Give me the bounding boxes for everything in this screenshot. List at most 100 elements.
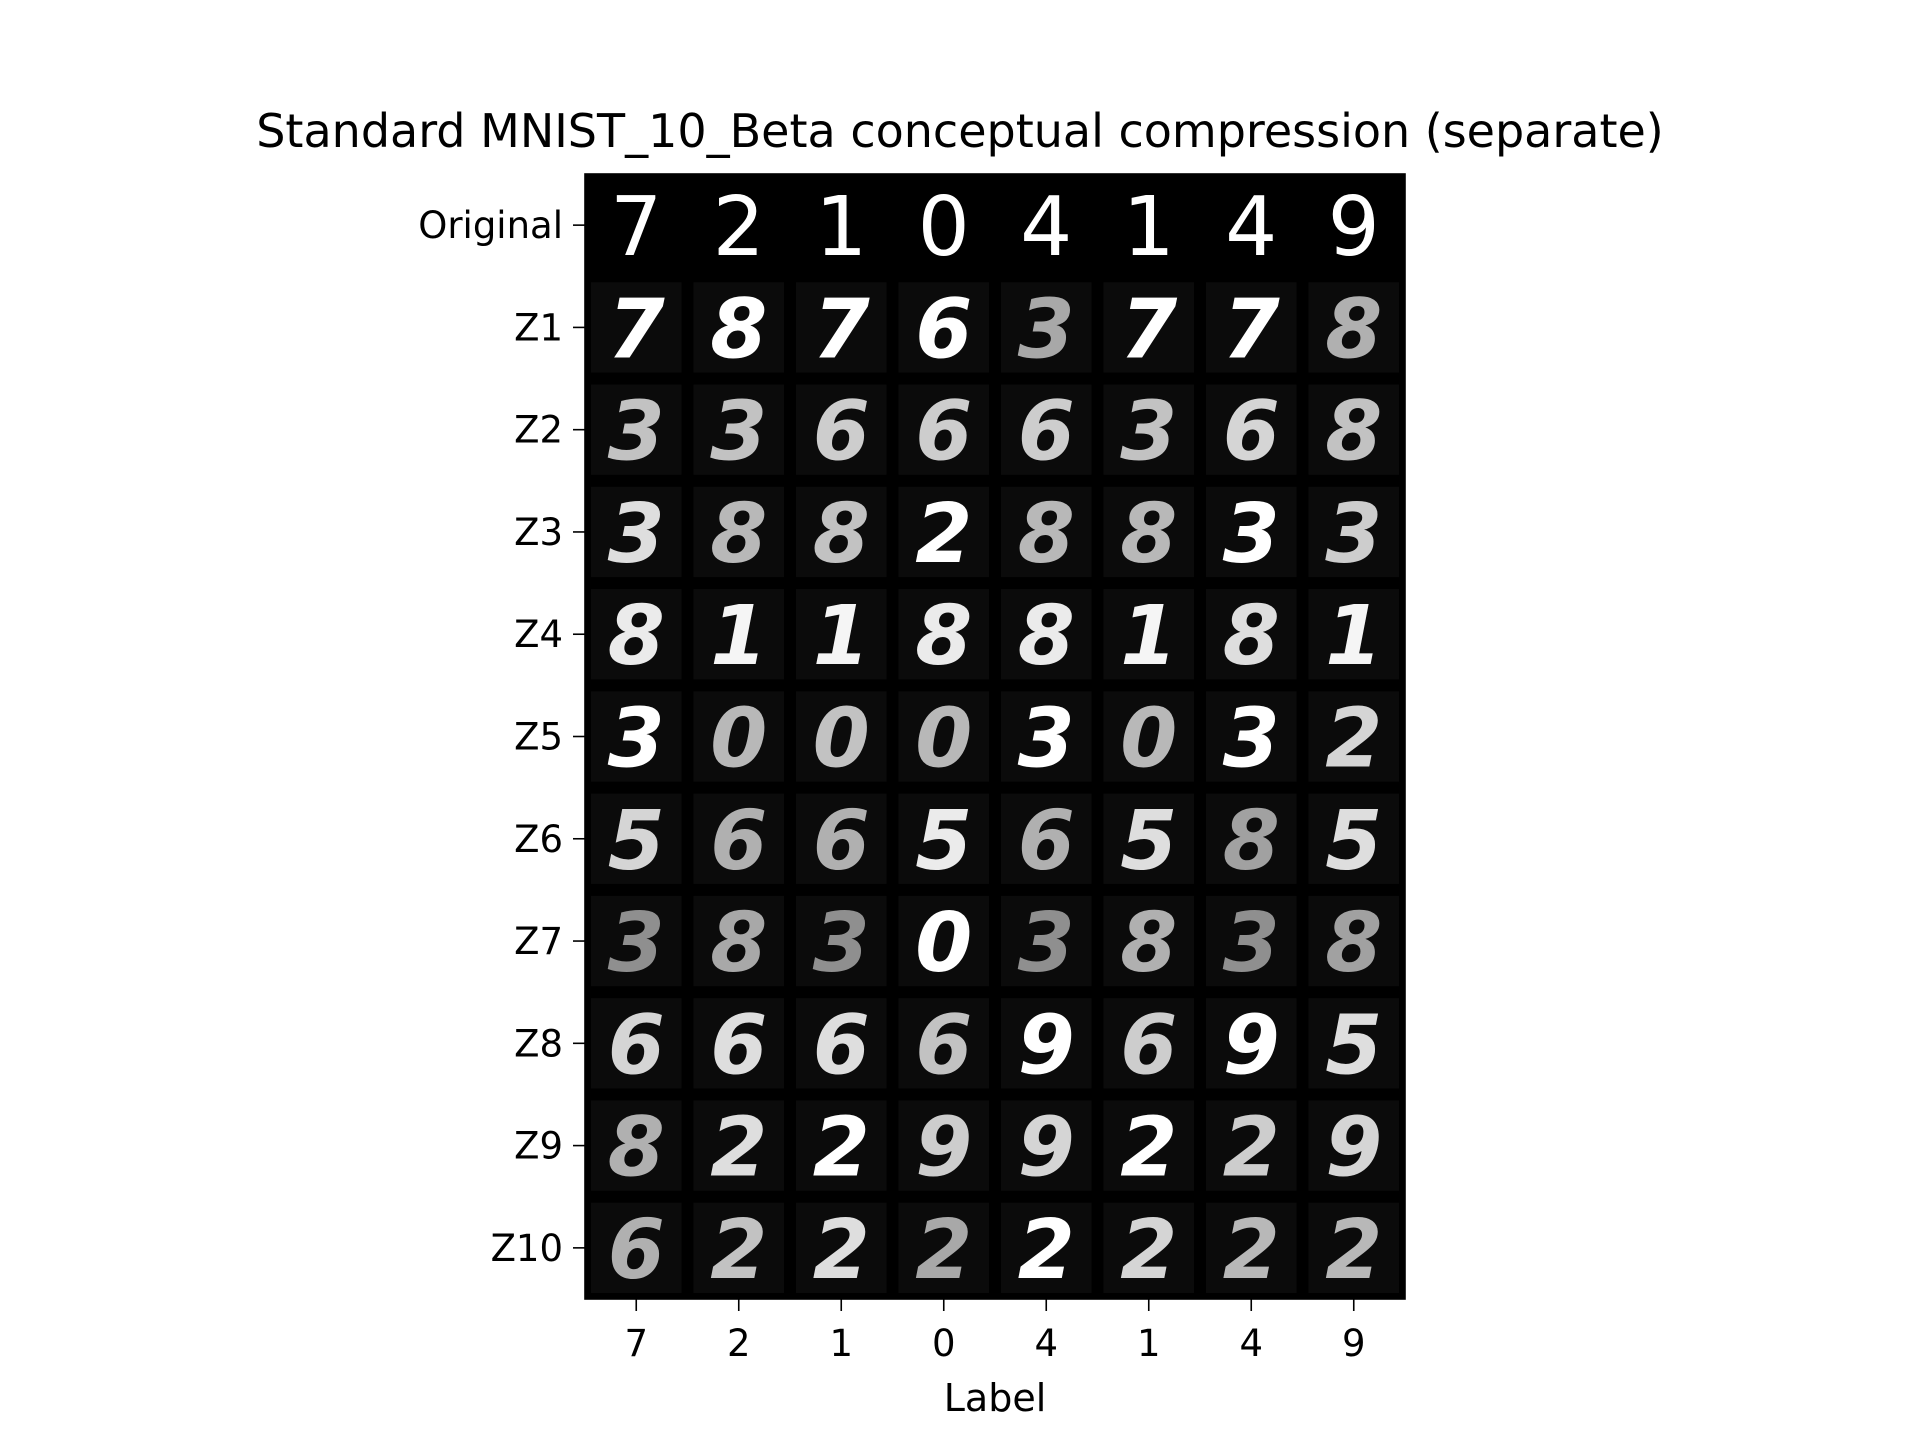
digit-image-cell: 4: [1225, 180, 1277, 275]
cell-background: [1001, 895, 1092, 987]
digit-image-cell: 2: [1001, 1202, 1092, 1298]
digit-image-cell: 5: [1308, 998, 1399, 1093]
cell-background: [898, 486, 989, 578]
digit-glyph: 8: [1325, 282, 1382, 377]
cell-background: [693, 895, 784, 987]
digit-image-cell: 1: [1308, 589, 1399, 684]
cell-background: [591, 1100, 682, 1191]
digit-glyph: 0: [915, 896, 972, 991]
digit-glyph: 3: [710, 385, 767, 480]
digit-glyph: 6: [1120, 998, 1177, 1093]
digit-image-cell: 7: [1103, 282, 1194, 377]
cell-background: [898, 282, 989, 373]
digit-glyph: 7: [1120, 282, 1177, 377]
cell-background: [693, 1202, 784, 1293]
cell-background: [693, 998, 784, 1089]
digit-image-cell: 8: [1308, 384, 1399, 480]
digit-image-cell: 9: [1001, 998, 1092, 1093]
digit-glyph: 1: [710, 589, 767, 684]
cell-background: [796, 589, 887, 680]
digit-glyph: 8: [1223, 794, 1280, 889]
cell-background: [796, 1100, 887, 1191]
cell-background: [1001, 1202, 1092, 1293]
digit-glyph: 8: [1018, 487, 1075, 582]
y-tick-label: Z8: [514, 1022, 563, 1065]
digit-image-cell: 6: [1001, 793, 1092, 889]
digit-glyph: 6: [1018, 385, 1075, 480]
digit-image-cell: 3: [693, 384, 784, 480]
digit-glyph: 6: [813, 998, 870, 1093]
digit-glyph: 2: [813, 1101, 870, 1196]
cell-background: [1001, 793, 1092, 884]
digit-glyph: 2: [1120, 1101, 1177, 1196]
cell-background: [898, 589, 989, 680]
digit-glyph: 8: [608, 1101, 665, 1196]
digit-glyph: 9: [1018, 1101, 1075, 1196]
digit-glyph: 1: [1325, 589, 1382, 684]
digit-glyph: 8: [608, 589, 665, 684]
digit-glyph: 0: [710, 692, 767, 787]
digit-glyph: 6: [915, 282, 972, 377]
cell-background: [796, 691, 887, 782]
digit-glyph: 9: [1328, 180, 1380, 275]
digit-glyph: 3: [1120, 385, 1177, 480]
digit-glyph: 0: [1120, 692, 1177, 787]
cell-background: [1103, 589, 1194, 680]
digit-image-cell: 6: [1206, 384, 1297, 480]
cell-background: [898, 998, 989, 1089]
digit-image-cell: 2: [693, 1100, 784, 1196]
cell-background: [1308, 282, 1399, 373]
digit-glyph: 2: [1120, 1203, 1177, 1298]
cell-background: [796, 384, 887, 475]
digit-glyph: 3: [608, 385, 665, 480]
digit-image-cell: 3: [591, 895, 682, 991]
cell-background: [1206, 384, 1297, 475]
cell-background: [796, 282, 887, 373]
digit-image-cell: 8: [1001, 486, 1092, 582]
cell-background: [693, 282, 784, 373]
digit-image-cell: 3: [591, 691, 682, 787]
cell-background: [693, 1100, 784, 1191]
cell-background: [1308, 691, 1399, 782]
digit-image-cell: 7: [796, 282, 887, 377]
digit-image-cell: 1: [815, 180, 867, 275]
digit-glyph: 3: [608, 692, 665, 787]
digit-glyph: 6: [915, 385, 972, 480]
cell-background: [1206, 793, 1297, 884]
digit-image-cell: 4: [1020, 180, 1072, 275]
digit-image-cell: 0: [1103, 691, 1194, 787]
digit-image-cell: 8: [898, 589, 989, 684]
cell-background: [1001, 1100, 1092, 1191]
cell-background: [898, 1100, 989, 1191]
digit-image-cell: 9: [1328, 180, 1380, 275]
digit-image-cell: 3: [1103, 384, 1194, 480]
digit-glyph: 2: [713, 180, 765, 275]
y-tick-label: Z10: [491, 1227, 563, 1270]
x-tick-label: 1: [1137, 1322, 1161, 1365]
digit-image-cell: 3: [796, 895, 887, 991]
cell-background: [1001, 282, 1092, 373]
cell-background: [796, 895, 887, 987]
digit-image-cell: 6: [898, 998, 989, 1093]
digit-glyph: 8: [1325, 385, 1382, 480]
digit-image-cell: 8: [693, 895, 784, 991]
cell-background: [1206, 998, 1297, 1089]
x-tick-label: 7: [624, 1322, 648, 1365]
digit-glyph: 3: [1018, 282, 1075, 377]
cell-background: [1103, 1202, 1194, 1293]
digit-glyph: 8: [1120, 487, 1177, 582]
digit-image-cell: 1: [796, 589, 887, 684]
digit-glyph: 5: [1325, 794, 1382, 889]
digit-image-cell: 3: [1206, 895, 1297, 991]
digit-image-cell: 9: [1206, 998, 1297, 1093]
cell-background: [1308, 998, 1399, 1089]
digit-glyph: 3: [813, 896, 870, 991]
x-tick-label: 4: [1034, 1322, 1058, 1365]
digit-glyph: 8: [1223, 589, 1280, 684]
cell-background: [1001, 486, 1092, 578]
cell-background: [898, 691, 989, 782]
digit-glyph: 3: [1223, 487, 1280, 582]
digit-glyph: 6: [608, 1203, 665, 1298]
cell-background: [796, 486, 887, 578]
